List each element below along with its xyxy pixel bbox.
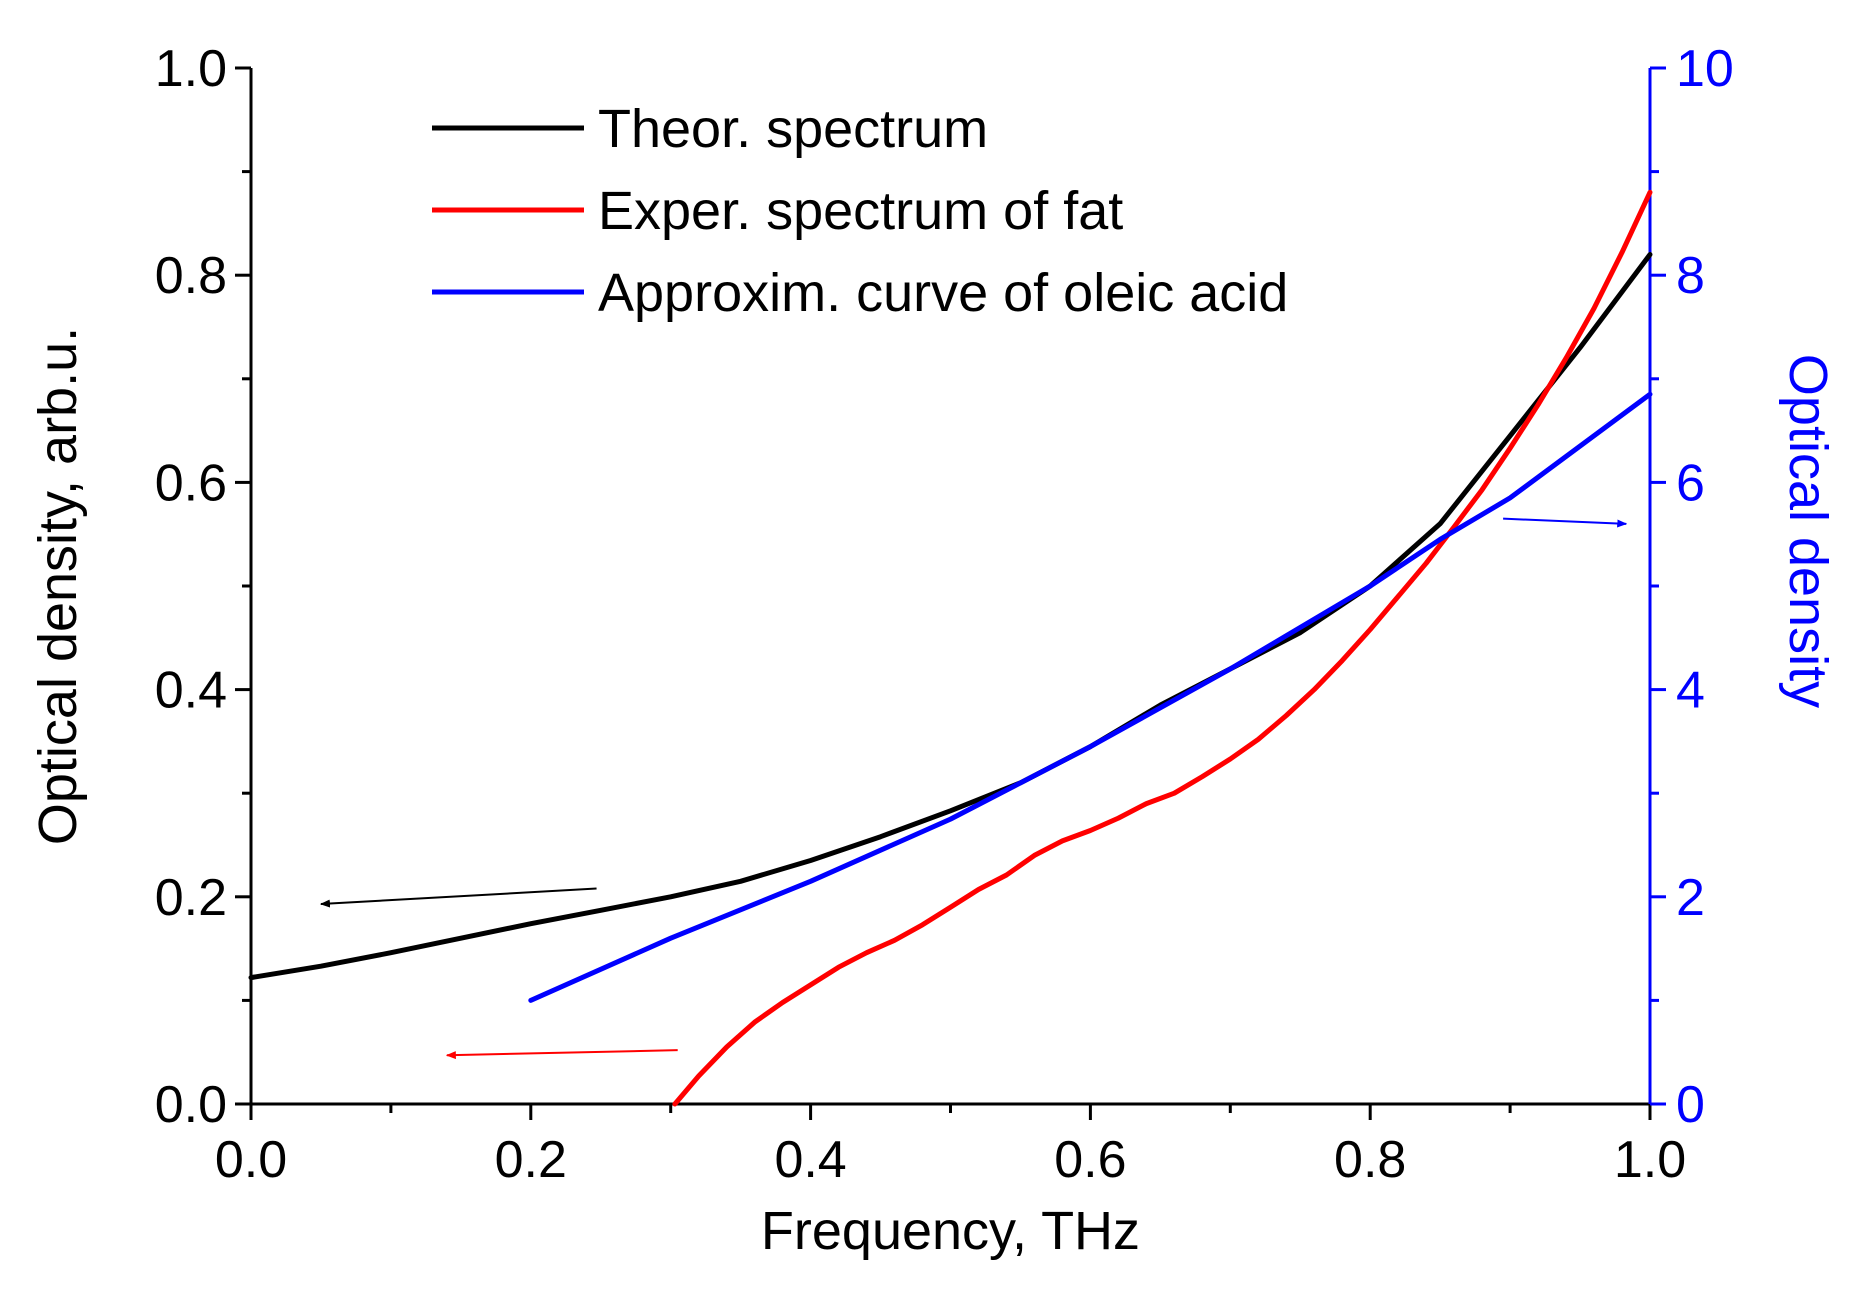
x-tick-label: 0.0	[215, 1131, 287, 1189]
legend-approxim-label: Approxim. curve of oleic acid	[598, 263, 1288, 323]
right-y-tick-label: 4	[1676, 662, 1705, 720]
left-y-tick-label: 0.8	[155, 247, 227, 305]
x-tick-label: 0.8	[1334, 1131, 1406, 1189]
x-axis-title: Frequency, THz	[761, 1201, 1140, 1261]
approxim-curve-line	[528, 391, 1653, 1003]
right-y-axis-title: Optical density	[1778, 354, 1838, 708]
left-y-tick-label: 0.0	[155, 1076, 227, 1134]
left-y-axis-title: Optical density, arb.u.	[28, 327, 88, 845]
left-y-tick-label: 0.4	[155, 662, 227, 720]
right-y-tick-label: 0	[1676, 1076, 1705, 1134]
left-y-tick-label: 0.2	[155, 869, 227, 927]
legend-theor-label: Theor. spectrum	[598, 99, 988, 159]
theor-spectrum-line	[248, 252, 1653, 981]
right-y-tick-label: 8	[1676, 247, 1705, 305]
right-y-tick-label: 2	[1676, 869, 1705, 927]
left-y-tick-label: 1.0	[155, 40, 227, 98]
blue-arrow	[1503, 517, 1628, 528]
x-tick-label: 0.4	[774, 1131, 846, 1189]
red-arrow	[445, 1049, 678, 1060]
right-y-tick-label: 6	[1676, 454, 1705, 512]
x-tick-label: 1.0	[1614, 1131, 1686, 1189]
exper-spectrum-line	[672, 189, 1653, 1107]
x-tick-label: 0.6	[1054, 1131, 1126, 1189]
right-y-tick-label: 10	[1676, 40, 1734, 98]
left-y-tick-label: 0.6	[155, 454, 227, 512]
black-arrow	[319, 887, 597, 908]
legend-exper-label: Exper. spectrum of fat	[598, 181, 1123, 241]
x-tick-label: 0.2	[495, 1131, 567, 1189]
